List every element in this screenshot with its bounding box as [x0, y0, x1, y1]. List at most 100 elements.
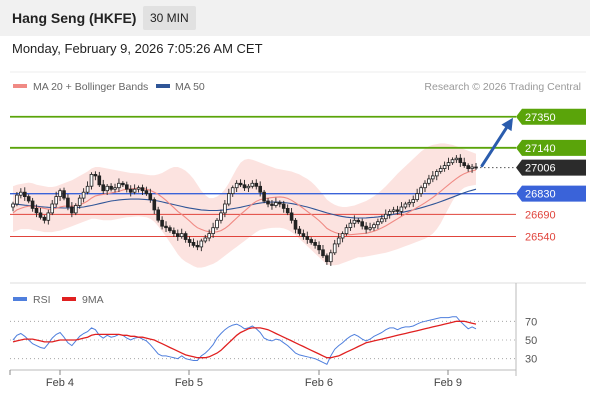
candle-down [168, 227, 172, 232]
candle-up [74, 205, 78, 214]
candle-up [438, 168, 443, 172]
candle-down [175, 233, 180, 238]
candle-down [293, 219, 298, 230]
candle-down [305, 236, 310, 240]
candle-down [70, 206, 74, 214]
level-tag-text-27140: 27140 [525, 143, 556, 155]
timeframe-button[interactable]: 30 MIN [143, 6, 196, 30]
candle-up [442, 165, 447, 170]
candle-down [242, 184, 247, 189]
forecast-arrow-shaft [480, 126, 508, 168]
candle-down [191, 241, 196, 246]
candle-up [454, 157, 459, 161]
candle-up [391, 209, 396, 212]
legend-ma20-label: MA 20 + Bollinger Bands [33, 81, 148, 93]
candle-down [101, 184, 106, 192]
candle-up [372, 224, 376, 229]
x-tick-label: Feb 4 [46, 377, 74, 389]
candle-down [258, 185, 262, 193]
candle-up [18, 191, 23, 196]
instrument-title: Hang Seng (HKFE) [12, 10, 137, 26]
legend-9ma-swatch [62, 297, 76, 301]
level-tags: 27350 27140 27006 26830 26690 26540 [516, 108, 586, 244]
level-tag-text-26830: 26830 [525, 189, 556, 201]
ma50-line [12, 188, 477, 219]
candle-up [427, 178, 431, 184]
candle-down [187, 239, 192, 243]
candle-down [281, 203, 286, 209]
candle-down [317, 244, 321, 251]
level-tag-text-26540: 26540 [525, 232, 556, 244]
candle-up [219, 212, 223, 221]
legend-rsi-swatch [13, 297, 27, 301]
legend-ma50-label: MA 50 [175, 81, 205, 93]
candle-down [148, 193, 153, 200]
candle-down [34, 207, 39, 214]
candle-down [474, 166, 478, 169]
candle-up [399, 206, 404, 212]
level-tag-text-26690: 26690 [525, 209, 556, 221]
candle-down [313, 241, 317, 246]
candle-up [234, 182, 239, 189]
level-tag-text-27350: 27350 [525, 112, 556, 124]
candle-down [262, 191, 266, 202]
candle-up [352, 219, 357, 224]
level-tag-27006 [516, 159, 586, 176]
candle-up [199, 240, 204, 248]
candle-up [336, 237, 341, 245]
candle-up [50, 203, 54, 214]
candle-up [411, 199, 415, 204]
candle-up [387, 210, 392, 215]
candle-up [226, 193, 231, 205]
header-bar [0, 0, 590, 36]
candle-down [321, 249, 325, 257]
candle-up [203, 237, 208, 242]
candle-up [117, 182, 121, 189]
candle-down [289, 212, 294, 221]
candle-up [376, 221, 380, 226]
candle-up [215, 219, 219, 229]
candle-up [348, 222, 353, 228]
candle-up [446, 162, 451, 167]
candle-up [81, 191, 86, 199]
candle-up [415, 193, 419, 200]
candle-up [246, 185, 251, 189]
candle-up [58, 190, 62, 197]
candle-down [356, 219, 361, 223]
candle-up [179, 233, 184, 238]
candle-down [93, 173, 98, 177]
candle-up [344, 227, 349, 234]
candle-down [364, 225, 368, 230]
candle-down [277, 202, 282, 205]
x-axis: Feb 4 Feb 5 Feb 6 Feb 9 [9, 370, 462, 389]
candle-down [301, 233, 306, 238]
level-tag-27140 [516, 139, 586, 156]
candle-up [403, 203, 408, 208]
candle-down [109, 185, 113, 190]
candlesticks [11, 154, 478, 266]
candle-up [368, 227, 372, 230]
candle-up [470, 166, 474, 169]
x-tick-label: Feb 5 [175, 377, 203, 389]
candle-up [332, 243, 337, 254]
candle-down [128, 188, 133, 193]
candle-down [42, 216, 47, 221]
candle-up [407, 202, 412, 205]
candle-up [85, 185, 90, 193]
candle-up [89, 173, 94, 187]
candle-down [22, 191, 27, 197]
level-tag-26830 [516, 185, 586, 202]
price-levels [10, 115, 516, 238]
rsi-9ma-line [12, 320, 477, 359]
candle-down [172, 230, 176, 235]
candle-down [121, 182, 125, 186]
rsi-tick-50: 50 [525, 335, 537, 347]
candle-up [423, 182, 427, 189]
candle-down [152, 199, 157, 211]
candle-up [430, 175, 435, 180]
x-tick-label: Feb 9 [434, 377, 462, 389]
forecast-arrow-head [501, 117, 513, 132]
candle-down [30, 200, 35, 209]
candle-down [285, 207, 290, 214]
